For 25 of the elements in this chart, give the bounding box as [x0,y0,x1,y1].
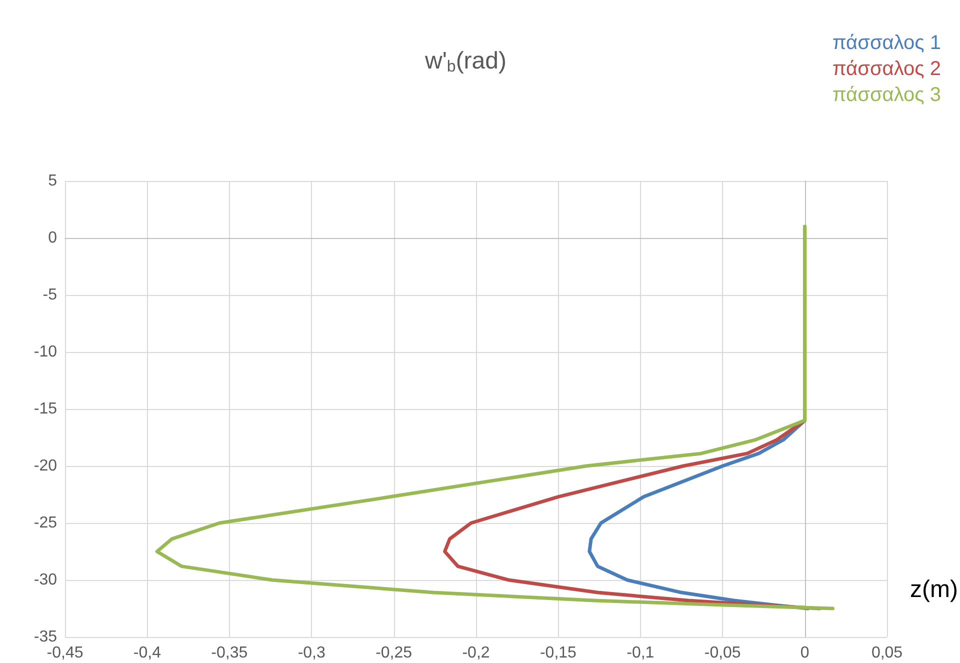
y-tick-label: 0 [48,230,58,246]
text: πάσσαλος 1 [832,32,941,54]
x-tick-label: -0,15 [540,644,577,662]
x-tick-label: -0,2 [462,644,490,662]
x-tick-label: -0,35 [211,644,248,662]
y-tick-label: -10 [34,344,58,360]
text: πάσσαλος 3 [832,84,941,106]
y-tick-label: -35 [34,628,58,646]
x-tick-label: -0,25 [376,644,412,662]
x-tick-label: -0,45 [46,644,84,662]
x-tick-label: -0,1 [626,644,654,662]
y-axis-title: z(m) [910,576,958,603]
y-tick-label: -25 [34,514,58,532]
y-tick-label: -30 [34,572,58,588]
y-tick-label: -5 [42,286,58,304]
x-tick-label: -0,4 [133,644,162,662]
x-tick-label: 0 [800,644,810,662]
x-tick-label: -0,3 [298,644,326,662]
x-tick-label: -0,05 [704,644,741,662]
y-tick-label: 5 [48,172,58,190]
y-tick-label: -15 [34,400,58,418]
y-tick-label: -20 [34,458,58,474]
x-tick-label: 0,05 [871,644,903,662]
text: πάσσαλος 2 [832,58,941,80]
line-series [155,224,834,610]
